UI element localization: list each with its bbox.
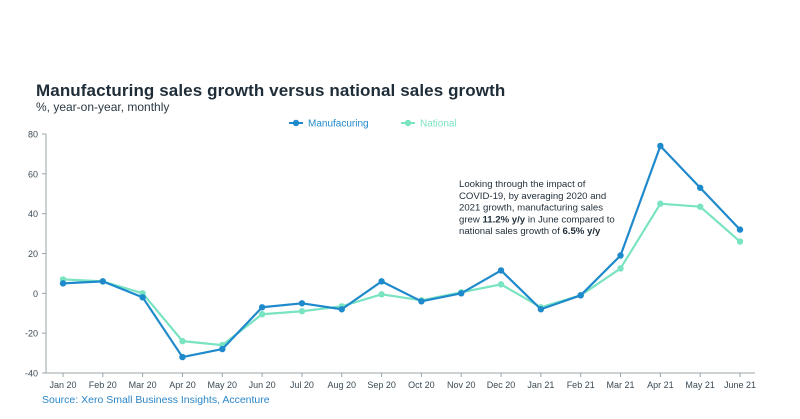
series-line-manufacuring [61, 144, 742, 359]
data-point-manufacuring [179, 353, 186, 361]
data-point-national [179, 337, 186, 345]
legend-label-manufacuring: Manufacuring [308, 119, 369, 130]
data-point-national [378, 291, 385, 298]
data-point-manufacuring [59, 280, 67, 287]
x-tick-label: Jul 20 [290, 380, 314, 390]
x-tick-label: Mar 21 [607, 380, 635, 390]
data-point-manufacuring [298, 300, 306, 307]
annotation-text: national sales growth of [459, 226, 562, 237]
y-tick-label: 40 [28, 209, 38, 219]
annotation-text: grew [459, 214, 482, 225]
annotation-line: 2021 growth, manufacturing sales [459, 203, 603, 214]
y-tick-label: -20 [25, 329, 38, 339]
data-point-manufacuring [736, 226, 744, 233]
data-point-national [258, 311, 266, 318]
x-tick-label: Apr 20 [169, 380, 196, 390]
chart-title: Manufacturing sales growth versus nation… [36, 81, 506, 100]
y-tick-label: 20 [28, 249, 38, 259]
data-point-manufacuring [418, 298, 425, 305]
x-tick-label: May 21 [685, 380, 715, 390]
y-tick-label: -40 [25, 369, 38, 379]
data-point-manufacuring [338, 306, 345, 313]
annotation-line: national sales growth of 6.5% y/y [459, 226, 601, 237]
x-tick-label: Oct 20 [408, 380, 435, 390]
y-tick-label: 0 [33, 289, 38, 299]
annotation-line: COVID-19, by averaging 2020 and [459, 191, 606, 202]
data-point-manufacuring [139, 294, 146, 301]
data-point-manufacuring [537, 306, 545, 313]
data-point-national [617, 265, 624, 272]
annotation-text: 2021 growth, manufacturing sales [459, 203, 603, 214]
data-point-manufacuring [497, 267, 505, 274]
data-point-manufacuring [99, 278, 107, 285]
y-tick-label: 60 [28, 169, 38, 179]
data-point-manufacuring [378, 278, 385, 285]
data-point-manufacuring [258, 304, 266, 311]
data-point-national [657, 200, 664, 207]
legend-marker-national [404, 119, 412, 127]
source-note: Source: Xero Small Business Insights, Ac… [42, 394, 270, 406]
data-point-manufacuring [617, 252, 624, 259]
data-point-manufacuring [696, 184, 704, 191]
x-tick-label: Jan 20 [49, 380, 76, 390]
chart-subtitle: %, year-on-year, monthly [36, 100, 170, 114]
data-point-manufacuring [657, 142, 664, 150]
x-tick-label: Jan 21 [527, 380, 554, 390]
x-tick-label: Feb 21 [567, 380, 595, 390]
annotation-line: Looking through the impact of [459, 179, 586, 190]
data-point-manufacuring [219, 345, 226, 353]
annotation-text: Looking through the impact of [459, 179, 586, 190]
data-point-manufacuring [577, 292, 584, 299]
x-tick-label: May 20 [208, 380, 238, 390]
x-tick-label: June 21 [724, 380, 756, 390]
y-tick-label: 80 [28, 130, 38, 140]
data-point-national [298, 308, 306, 315]
annotation-bold-text: 11.2% y/y [482, 214, 525, 225]
data-point-national [696, 203, 704, 210]
annotation-text: in June compared to [525, 214, 615, 225]
annotation-text: COVID-19, by averaging 2020 and [459, 191, 606, 202]
annotation-line: grew 11.2% y/y in June compared to [459, 214, 615, 225]
series-line-national [61, 202, 742, 347]
annotation-bold-text: 6.5% y/y [562, 226, 601, 237]
x-tick-label: Nov 20 [447, 380, 476, 390]
x-tick-label: Jun 20 [249, 380, 276, 390]
x-tick-label: Dec 20 [487, 380, 516, 390]
x-tick-label: Aug 20 [327, 380, 356, 390]
legend-marker-manufacuring [292, 119, 300, 127]
x-tick-label: Feb 20 [89, 380, 117, 390]
x-tick-label: Mar 20 [129, 380, 157, 390]
x-tick-label: Sep 20 [367, 380, 396, 390]
data-point-national [736, 238, 744, 245]
data-point-manufacuring [458, 290, 465, 297]
legend-label-national: National [420, 119, 457, 130]
x-tick-label: Apr 21 [647, 380, 674, 390]
data-point-national [497, 281, 505, 288]
